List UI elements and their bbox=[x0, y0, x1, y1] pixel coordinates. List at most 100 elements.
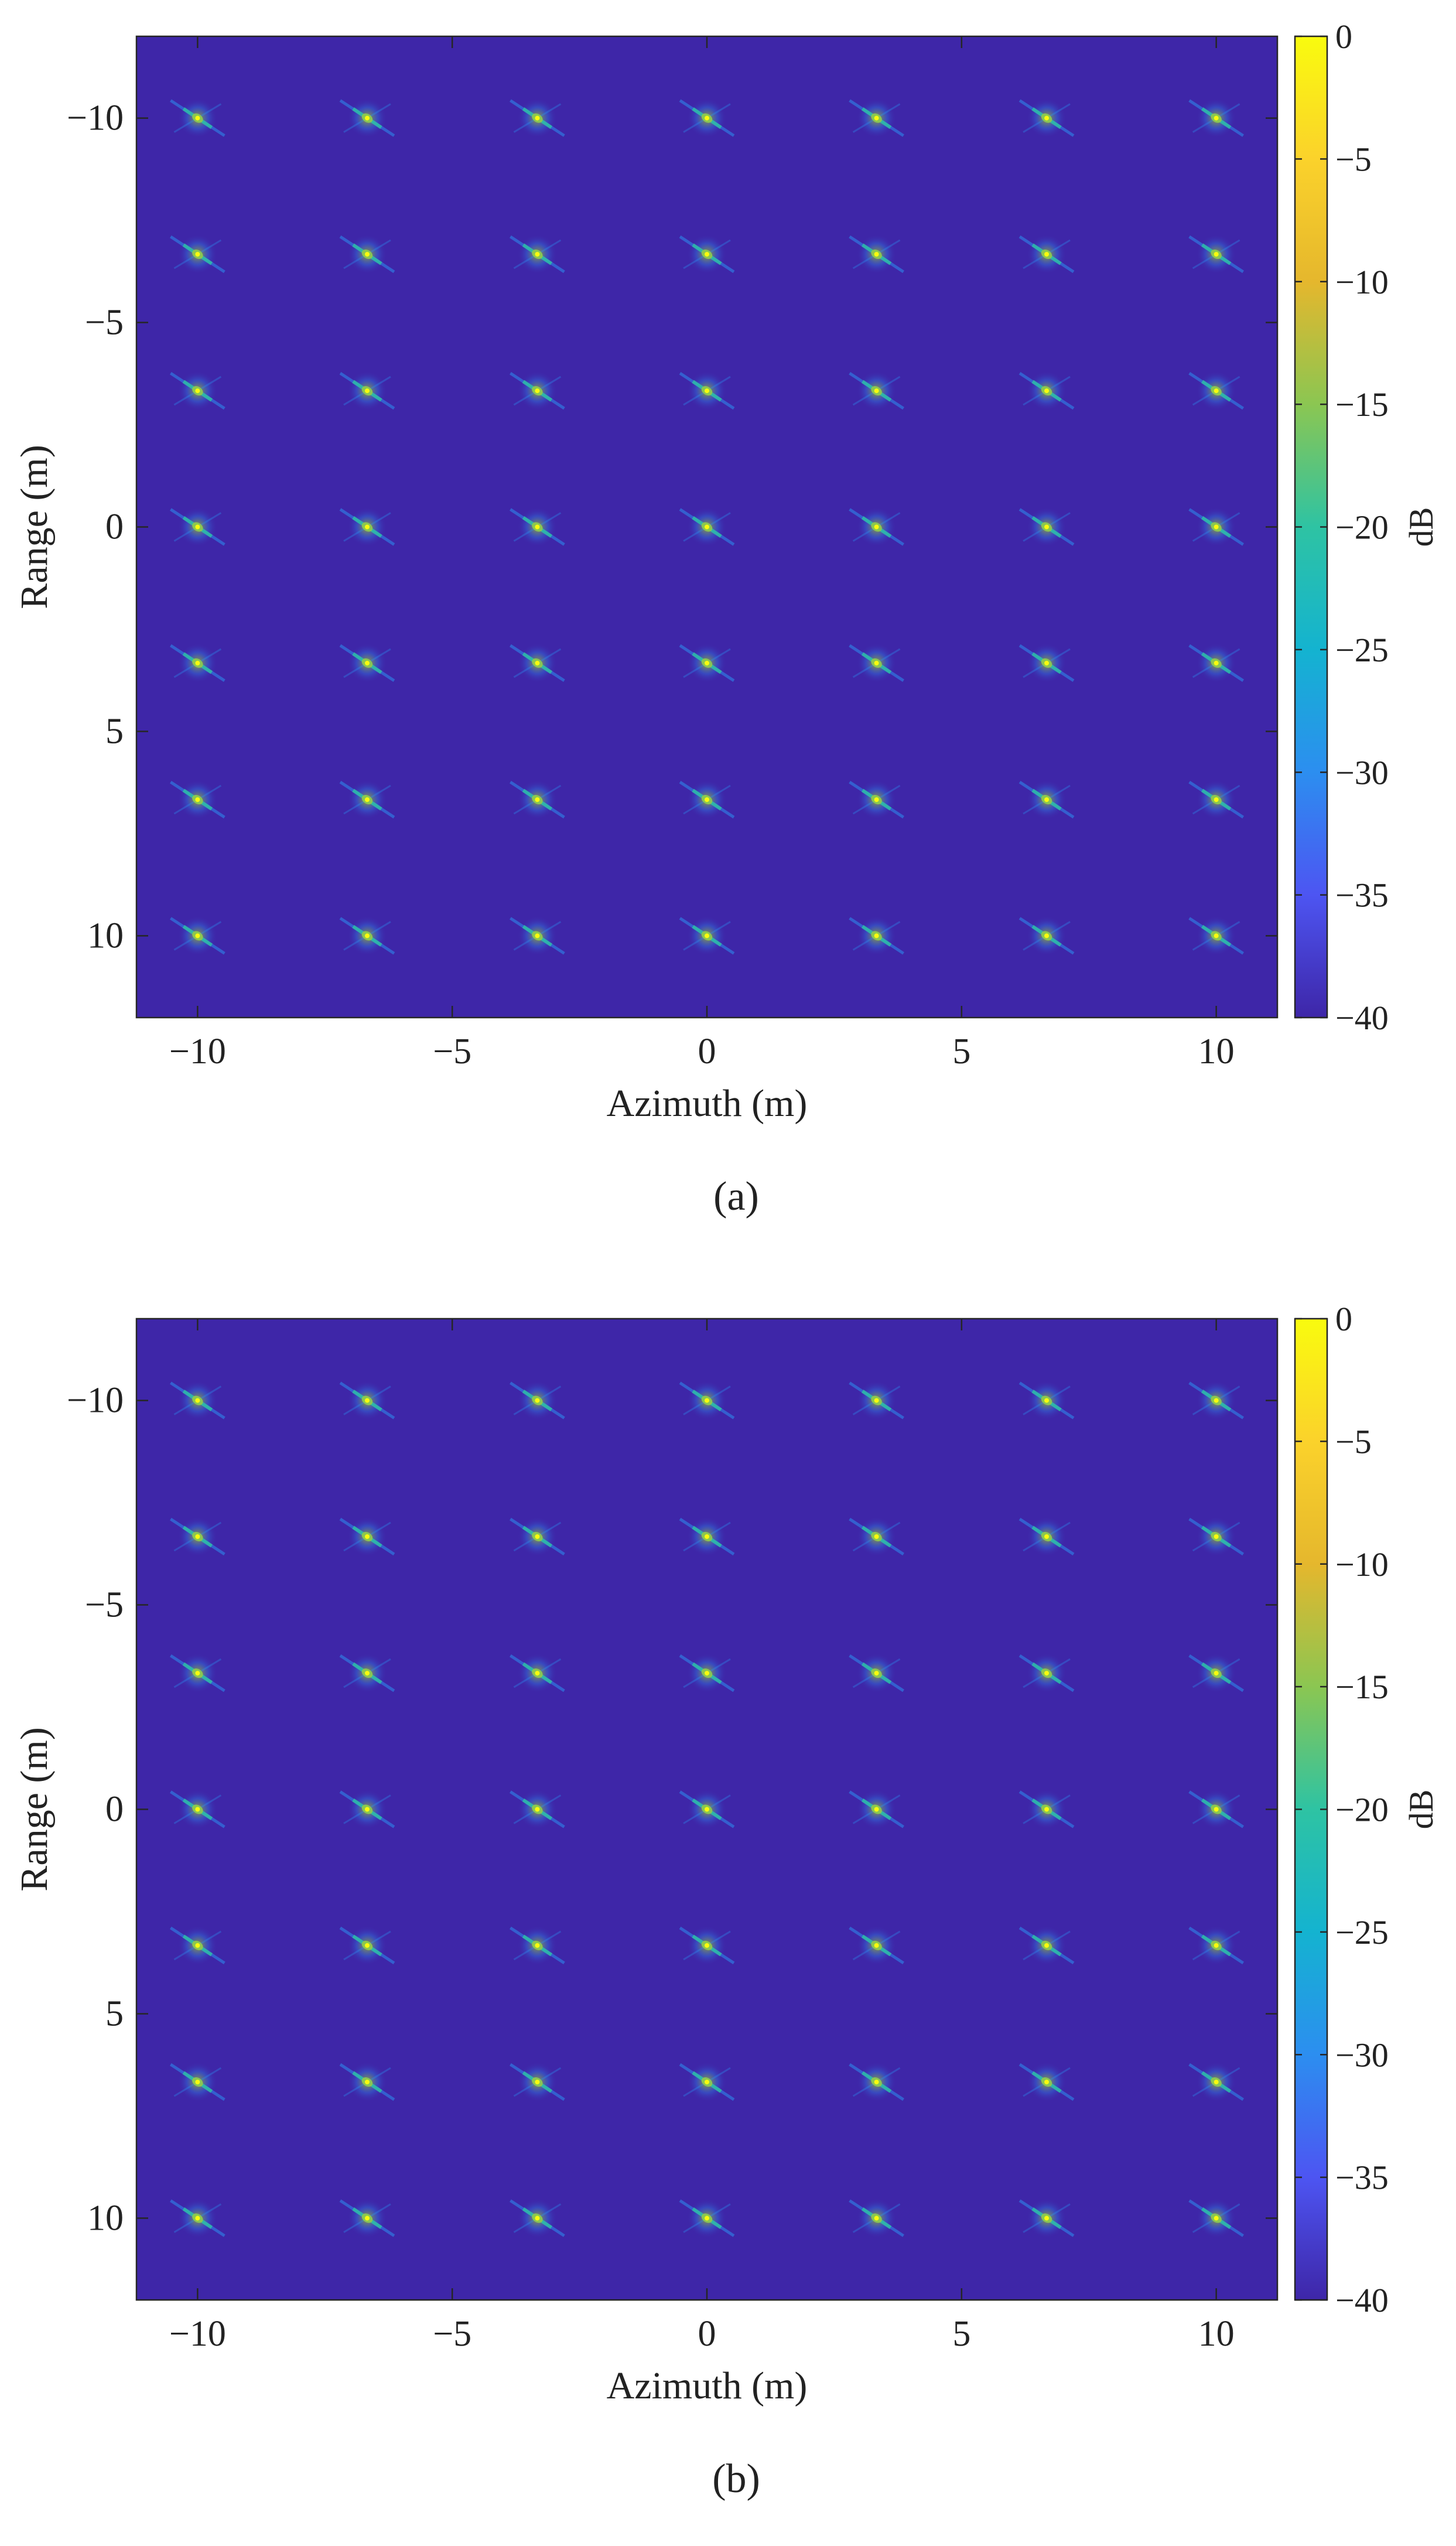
target-point bbox=[1188, 2198, 1245, 2238]
target-point bbox=[849, 1653, 904, 1694]
y-tick-label: 10 bbox=[87, 2198, 124, 2238]
target-point bbox=[1018, 98, 1075, 138]
target-point bbox=[1188, 507, 1245, 547]
target-point bbox=[849, 98, 904, 138]
target-point bbox=[169, 1380, 225, 1421]
target-point bbox=[510, 1789, 565, 1830]
target-point bbox=[1018, 1653, 1075, 1694]
target-point bbox=[339, 1380, 395, 1421]
target-point bbox=[169, 2198, 225, 2238]
target-point bbox=[679, 1653, 735, 1694]
target-point bbox=[1018, 371, 1075, 411]
y-axis-label: Range (m) bbox=[13, 1727, 56, 1891]
colorbar-tick-label: −15 bbox=[1335, 385, 1389, 424]
target-point bbox=[339, 98, 395, 138]
colorbar-tick-label: −5 bbox=[1335, 1422, 1372, 1460]
target-point bbox=[1018, 507, 1075, 547]
target-point bbox=[169, 2062, 225, 2103]
target-point bbox=[510, 507, 565, 547]
y-tick-label: −5 bbox=[85, 1585, 124, 1625]
x-tick-label: −5 bbox=[433, 2314, 471, 2354]
target-point bbox=[510, 2198, 565, 2238]
x-tick-label: −5 bbox=[433, 1032, 471, 1071]
target-point bbox=[1188, 643, 1245, 683]
colorbar-tick-label: −40 bbox=[1335, 2281, 1389, 2319]
target-point bbox=[1188, 1653, 1245, 1694]
target-point bbox=[510, 1516, 565, 1557]
target-point bbox=[849, 507, 904, 547]
target-point bbox=[849, 371, 904, 411]
target-point bbox=[1018, 1516, 1075, 1557]
y-tick-label: −5 bbox=[85, 303, 124, 343]
x-tick-label: 10 bbox=[1198, 2314, 1235, 2354]
target-point bbox=[679, 916, 735, 956]
target-point bbox=[1018, 643, 1075, 683]
x-tick-label: −10 bbox=[169, 2314, 226, 2354]
target-point bbox=[339, 2062, 395, 2103]
target-point bbox=[1188, 1380, 1245, 1421]
y-axis-label: Range (m) bbox=[13, 445, 56, 609]
target-point bbox=[1018, 234, 1075, 274]
x-tick-label: 10 bbox=[1198, 1032, 1235, 1071]
target-point bbox=[510, 1380, 565, 1421]
target-point bbox=[1188, 234, 1245, 274]
target-point bbox=[1018, 916, 1075, 956]
target-point bbox=[169, 98, 225, 138]
colorbar-tick-label: −40 bbox=[1335, 999, 1389, 1037]
target-point bbox=[1018, 1925, 1075, 1965]
target-point bbox=[849, 1380, 904, 1421]
target-point bbox=[339, 507, 395, 547]
target-point bbox=[679, 1516, 735, 1557]
target-point bbox=[339, 643, 395, 683]
chart-b: −10 −5 0 5 10 −10 −5 0 5 10 Azimuth (m) Range (m) 0 −… bbox=[13, 1300, 1440, 2501]
target-point bbox=[1188, 2062, 1245, 2103]
y-tick-label: 5 bbox=[105, 711, 124, 751]
target-point bbox=[339, 1925, 395, 1965]
target-point bbox=[1188, 780, 1245, 820]
target-point bbox=[679, 1789, 735, 1830]
target-point bbox=[1188, 1925, 1245, 1965]
target-point bbox=[510, 234, 565, 274]
target-point bbox=[510, 1653, 565, 1694]
panel-caption: (a) bbox=[713, 1174, 759, 1219]
colorbar-tick-label: −30 bbox=[1335, 753, 1389, 791]
target-point bbox=[679, 98, 735, 138]
target-point bbox=[679, 780, 735, 820]
y-tick-label: 5 bbox=[105, 1994, 124, 2033]
target-point bbox=[169, 780, 225, 820]
target-point bbox=[169, 234, 225, 274]
target-point bbox=[1018, 1380, 1075, 1421]
target-point bbox=[510, 98, 565, 138]
colorbar-tick-label: −35 bbox=[1335, 876, 1389, 914]
target-point bbox=[169, 371, 225, 411]
target-point bbox=[849, 1516, 904, 1557]
colorbar-tick-label: −25 bbox=[1335, 1913, 1389, 1951]
target-point bbox=[510, 2062, 565, 2103]
colorbar-tick-label: 0 bbox=[1335, 1300, 1352, 1338]
x-tick-label: −10 bbox=[169, 1032, 226, 1071]
target-point bbox=[679, 234, 735, 274]
target-point bbox=[679, 643, 735, 683]
target-point bbox=[169, 1653, 225, 1694]
y-tick-label: −10 bbox=[67, 98, 124, 138]
colorbar-tick-label: −10 bbox=[1335, 263, 1389, 301]
y-tick-label: 10 bbox=[87, 916, 124, 955]
colorbar-tick-label: −30 bbox=[1335, 2036, 1389, 2074]
colorbar-tick-label: −20 bbox=[1335, 508, 1389, 547]
target-point bbox=[849, 916, 904, 956]
target-point bbox=[1018, 1789, 1075, 1830]
target-point bbox=[1188, 1516, 1245, 1557]
target-point bbox=[510, 916, 565, 956]
colorbar-tick-label: −35 bbox=[1335, 2159, 1389, 2197]
colorbar-tick-label: −5 bbox=[1335, 140, 1372, 178]
target-point bbox=[339, 1653, 395, 1694]
target-point bbox=[849, 234, 904, 274]
panel-caption: (b) bbox=[712, 2456, 760, 2501]
target-point bbox=[849, 1789, 904, 1830]
chart-a: −10 −5 0 5 10 −10 −5 0 5 10 Azimuth (m) Range (m) 0 −… bbox=[13, 18, 1440, 1219]
x-axis-label: Azimuth (m) bbox=[607, 1082, 808, 1125]
y-tick-label: 0 bbox=[105, 507, 124, 547]
target-point bbox=[1018, 2062, 1075, 2103]
target-point bbox=[849, 643, 904, 683]
target-point bbox=[339, 371, 395, 411]
